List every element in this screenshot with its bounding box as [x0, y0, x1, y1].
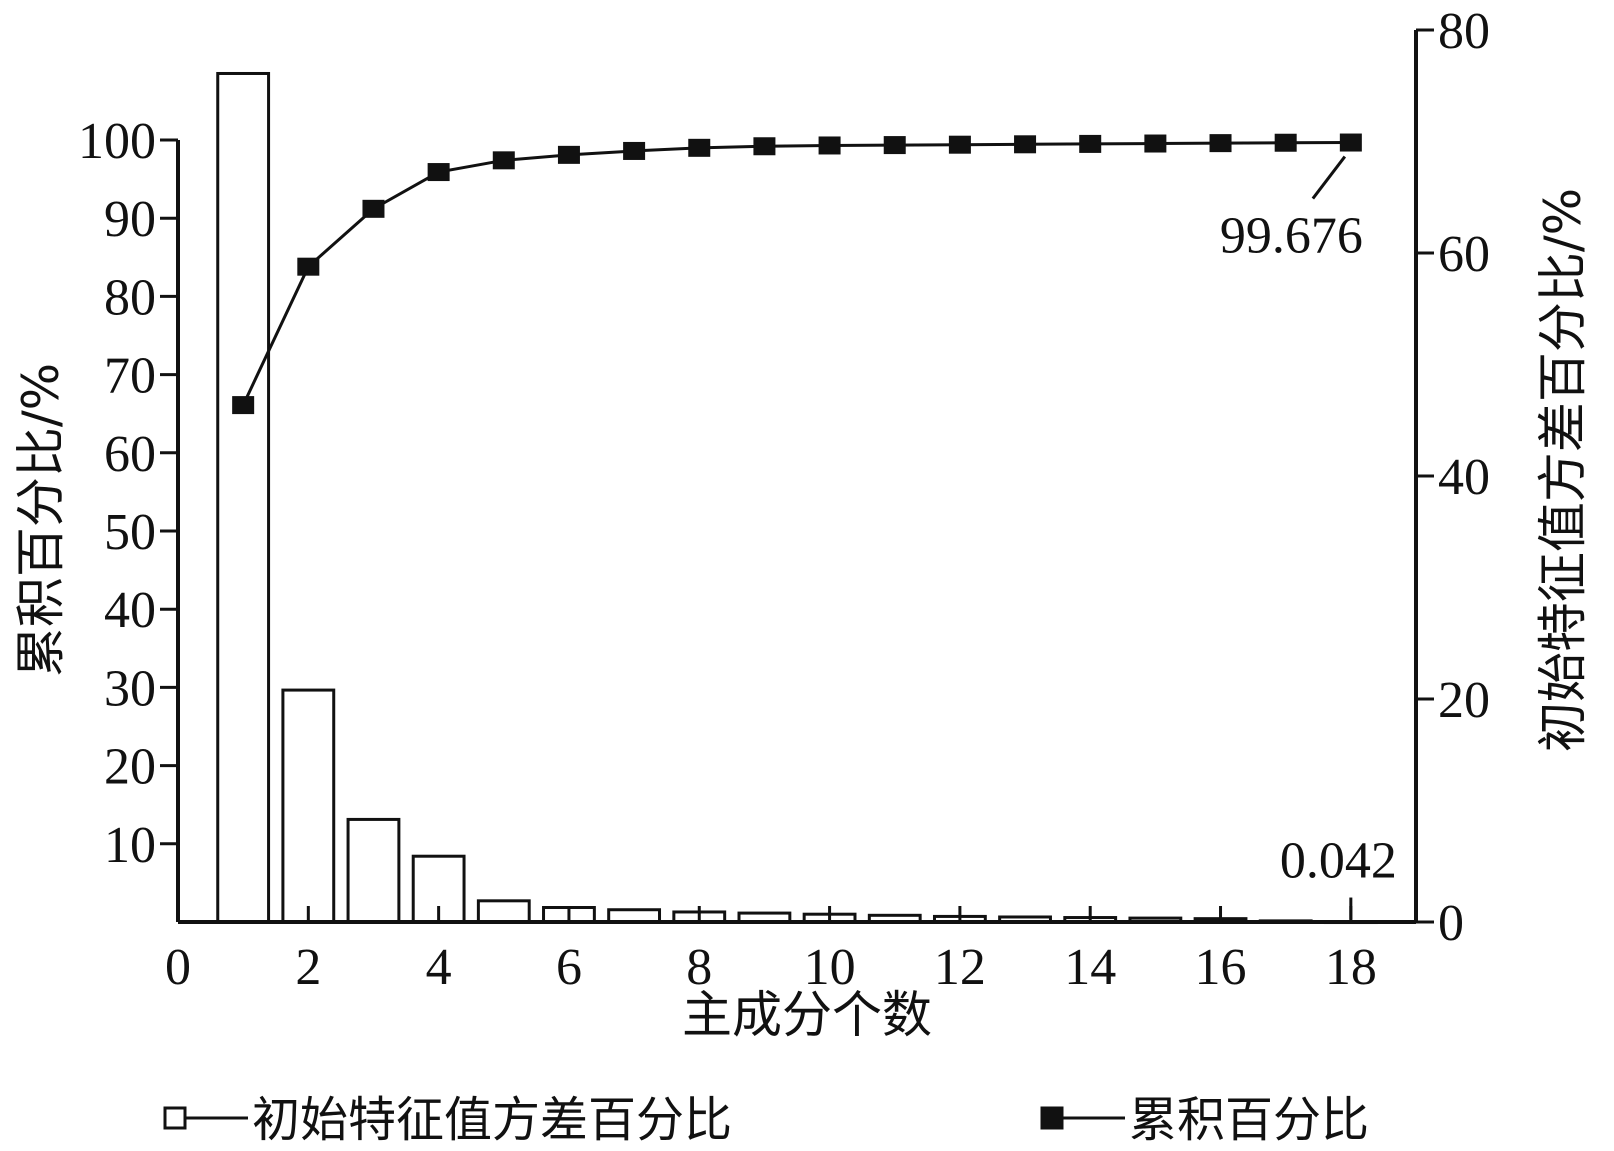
y-left-tick-label: 70 [104, 348, 156, 405]
line-point-marker [1144, 134, 1167, 153]
y-axis-right-title: 初始特征值方差百分比/% [1534, 188, 1592, 752]
x-tick-label: 4 [426, 939, 452, 996]
line-point-marker [753, 137, 776, 156]
y-right-tick-label: 0 [1438, 895, 1464, 952]
x-tick-label: 0 [165, 939, 191, 996]
line-point-marker [688, 138, 711, 157]
y-left-tick-label: 60 [104, 426, 156, 483]
annotation-99-676: 99.676 [1220, 208, 1363, 265]
y-right-tick-label: 60 [1438, 226, 1490, 283]
line-point-marker [1079, 134, 1102, 153]
cumulative-line-series [232, 133, 1362, 415]
y-left-tick-label: 50 [104, 504, 156, 561]
cumulative-line [241, 141, 1351, 406]
line-point-marker [492, 151, 515, 170]
line-point-marker [948, 135, 971, 154]
bar-series [216, 71, 1378, 925]
line-point-marker [1339, 133, 1362, 152]
y-left-tick-label: 10 [104, 817, 156, 874]
bar [281, 688, 336, 924]
legend-marker-filled-square [1040, 1106, 1064, 1130]
legend: 初始特征值方差百分比 累积百分比 [163, 1092, 1369, 1148]
y-left-tick-label: 40 [104, 582, 156, 639]
x-tick-label: 12 [934, 939, 986, 996]
x-tick-label: 8 [686, 939, 712, 996]
ticks: 0 2 4 6 8 10 12 14 16 18 10 20 30 40 50 60 70 80 90 100 0 20 4… [78, 3, 1490, 996]
line-point-marker [427, 163, 450, 182]
legend-label-cumulative: 累积百分比 [1129, 1092, 1369, 1148]
annotations: 99.676 0.042 [1220, 155, 1397, 920]
x-tick-label: 2 [295, 939, 321, 996]
y-axis-left-title: 累积百分比/% [12, 363, 70, 677]
line-point-marker [1209, 134, 1232, 153]
line-point-marker [623, 141, 646, 160]
y-left-tick-label: 100 [78, 113, 156, 170]
y-left-tick-label: 30 [104, 660, 156, 717]
line-point-marker [362, 199, 385, 218]
y-left-tick-label: 80 [104, 269, 156, 326]
bar [346, 817, 401, 924]
annotation-leader-line [1311, 155, 1347, 200]
bar [476, 899, 531, 924]
line-point-marker [1014, 135, 1037, 154]
line-point-marker [883, 136, 906, 155]
line-point-marker [557, 145, 580, 164]
annotation-0-042: 0.042 [1280, 833, 1397, 890]
x-tick-label: 14 [1064, 939, 1116, 996]
x-tick-label: 6 [556, 939, 582, 996]
y-right-tick-label: 80 [1438, 3, 1490, 60]
y-right-tick-label: 40 [1438, 449, 1490, 506]
x-tick-label: 10 [804, 939, 856, 996]
axes [176, 30, 1418, 924]
bar [216, 71, 271, 924]
legend-marker-open-square [163, 1106, 187, 1130]
line-point-marker [818, 136, 841, 155]
line-point-marker [1274, 133, 1297, 152]
legend-label-variance: 初始特征值方差百分比 [252, 1092, 732, 1148]
x-axis-title: 主成分个数 [682, 986, 932, 1044]
y-left-tick-label: 90 [104, 191, 156, 248]
x-tick-label: 16 [1195, 939, 1247, 996]
y-right-tick-label: 20 [1438, 672, 1490, 729]
y-left-tick-label: 20 [104, 739, 156, 796]
line-point-marker [232, 396, 255, 415]
x-tick-label: 18 [1325, 939, 1377, 996]
line-point-marker [297, 257, 320, 276]
